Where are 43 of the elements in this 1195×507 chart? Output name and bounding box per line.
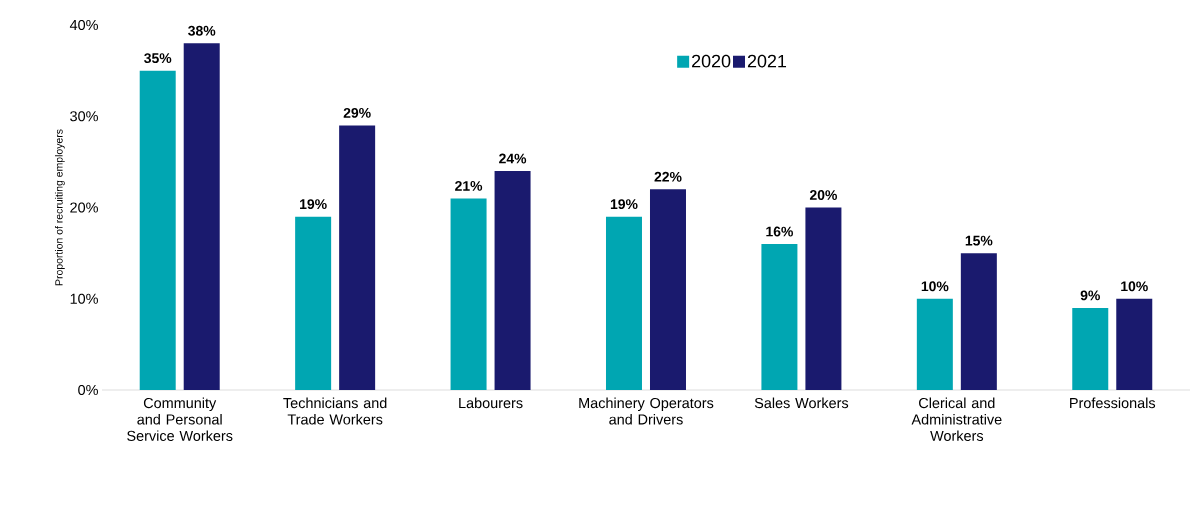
x-tick-label: Labourers: [459, 397, 523, 409]
data-label: 21%: [455, 180, 483, 191]
bar: [649, 189, 686, 390]
data-label: 20%: [809, 190, 837, 200]
bar: [1072, 307, 1109, 390]
bar: [183, 43, 220, 390]
bar: [295, 216, 332, 390]
y-tick-label: 0%: [78, 384, 98, 396]
data-label: 10%: [1121, 281, 1148, 292]
data-label: 15%: [965, 235, 993, 246]
data-label: 9%: [1080, 290, 1100, 301]
data-label: 22%: [654, 171, 682, 182]
data-label: 35%: [144, 53, 172, 64]
data-label: 19%: [300, 199, 327, 210]
x-tick-label: Community and Personal Service Workers: [127, 397, 233, 441]
y-tick-label: 10%: [70, 293, 98, 304]
data-label: 16%: [766, 226, 793, 237]
bar: [339, 125, 376, 390]
x-tick-label: Machinery Operators and Drivers: [579, 397, 714, 425]
data-label: 19%: [610, 199, 638, 210]
bar: [1116, 298, 1153, 390]
bar: [960, 253, 997, 390]
y-axis-title: Proportion of recruiting employers: [54, 129, 65, 286]
x-tick-label: Sales Workers: [754, 397, 849, 409]
legend-label: 2021: [747, 54, 787, 68]
x-tick-label: Technicians and Trade Workers: [283, 397, 387, 425]
data-label: 38%: [188, 25, 216, 36]
y-tick-label: 20%: [70, 202, 98, 213]
bar: [494, 171, 531, 390]
bar: [761, 244, 798, 390]
bar: [916, 298, 953, 390]
data-label: 24%: [499, 153, 527, 164]
data-label: 29%: [343, 107, 371, 118]
y-tick-label: 40%: [69, 19, 98, 31]
bar: [805, 207, 842, 390]
legend-label: 2020: [692, 54, 731, 68]
bar: [450, 198, 487, 390]
y-tick-label: 30%: [70, 111, 98, 122]
x-tick-label: Clerical and Administrative Workers: [911, 397, 1002, 441]
bar: [605, 216, 642, 390]
bar: [139, 70, 176, 390]
data-label: 10%: [921, 281, 949, 292]
x-tick-label: Professionals: [1070, 397, 1156, 409]
